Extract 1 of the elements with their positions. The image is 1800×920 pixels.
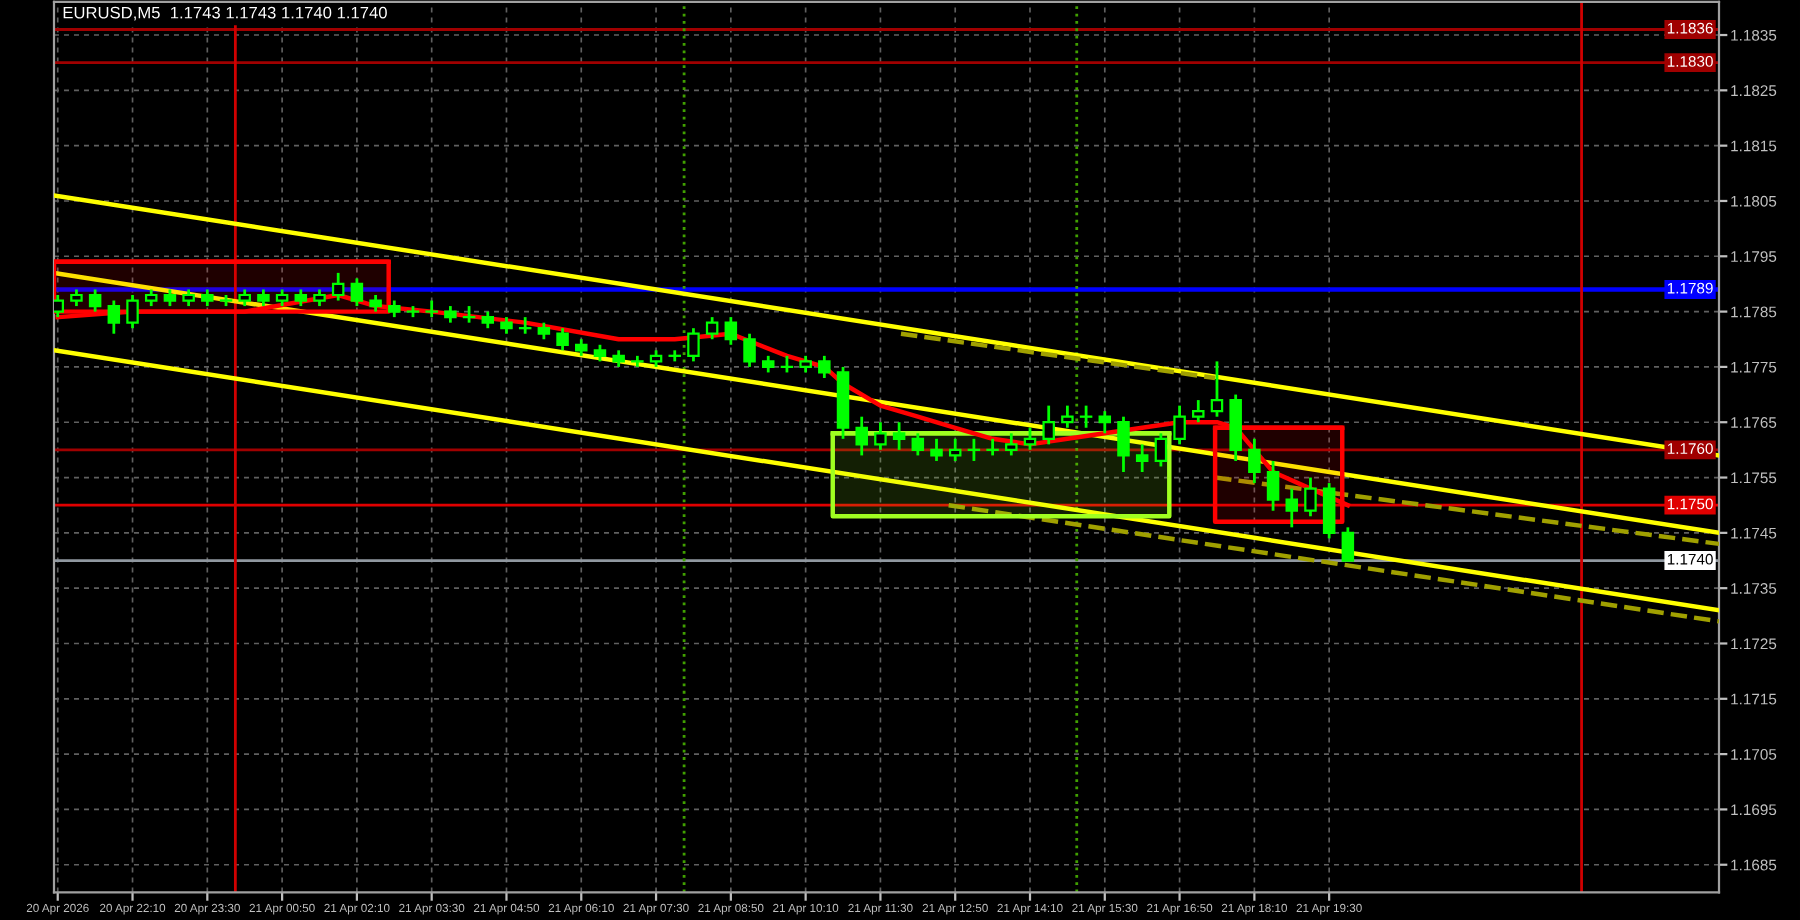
chart-title: EURUSD,M5 1.1743 1.1743 1.1740 1.1740 bbox=[63, 6, 387, 21]
